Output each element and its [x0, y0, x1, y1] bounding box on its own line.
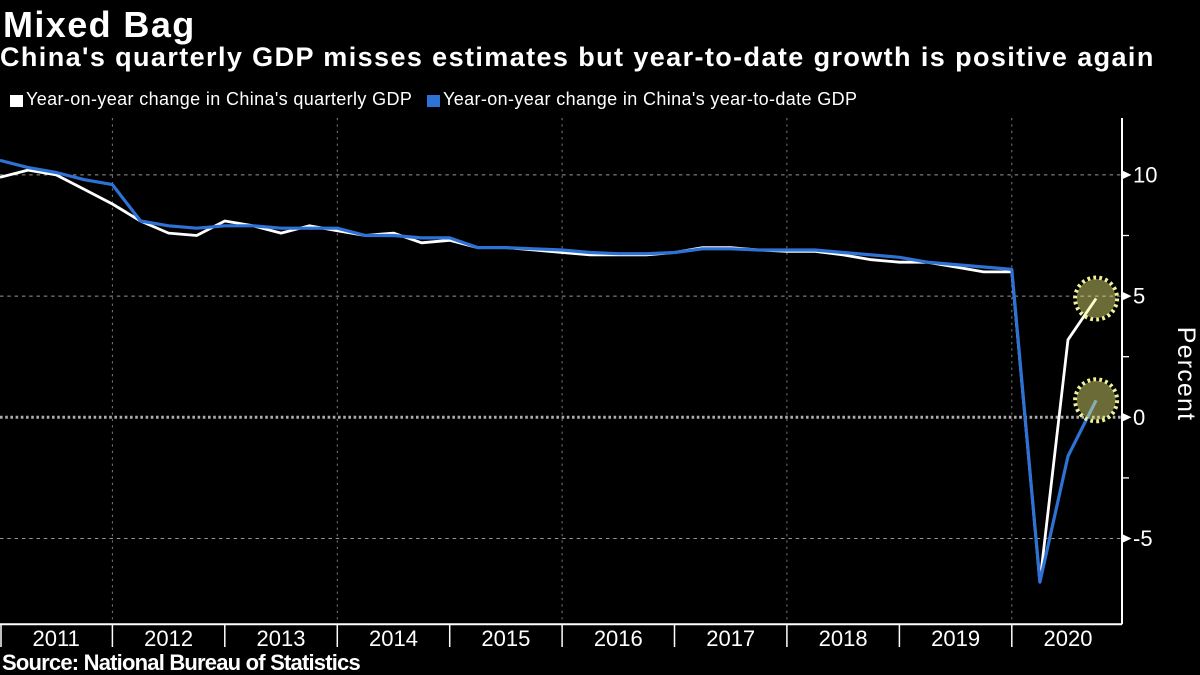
svg-text:2014: 2014: [369, 626, 418, 651]
svg-text:2013: 2013: [257, 626, 306, 651]
svg-text:5: 5: [1133, 284, 1145, 309]
svg-text:0: 0: [1133, 405, 1145, 430]
svg-text:2016: 2016: [594, 626, 643, 651]
svg-text:2017: 2017: [706, 626, 755, 651]
svg-text:Percent: Percent: [1172, 327, 1200, 422]
svg-text:2012: 2012: [144, 626, 193, 651]
svg-text:-5: -5: [1133, 526, 1153, 551]
svg-text:2018: 2018: [819, 626, 868, 651]
svg-text:2015: 2015: [481, 626, 530, 651]
svg-text:2020: 2020: [1044, 626, 1093, 651]
svg-text:2019: 2019: [931, 626, 980, 651]
svg-text:10: 10: [1133, 162, 1157, 187]
svg-text:2011: 2011: [33, 626, 80, 651]
